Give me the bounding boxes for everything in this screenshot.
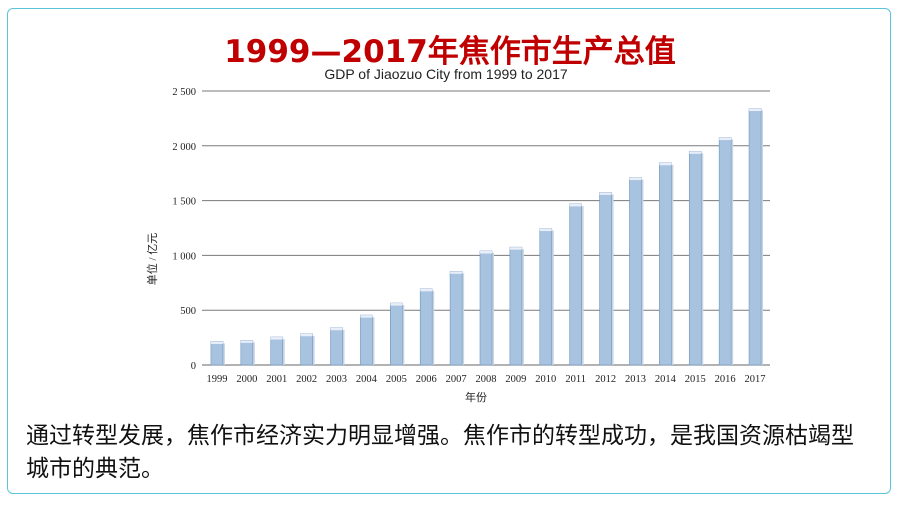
x-tick-label: 2001 bbox=[266, 374, 287, 385]
bar-2003 bbox=[330, 327, 343, 366]
chart-title: GDP of Jiaozuo City from 1999 to 2017 bbox=[324, 66, 568, 82]
y-tick-labels: 0 500 1 000 1 500 2 000 2 500 bbox=[172, 87, 196, 372]
bar-2014 bbox=[659, 162, 672, 366]
bar-top-highlight bbox=[330, 327, 343, 331]
bar-2006 bbox=[419, 288, 433, 366]
caption-text: 通过转型发展，焦作市经济实力明显增强。焦作市的转型成功，是我国资源枯竭型城市的典… bbox=[26, 423, 854, 482]
bar-2012 bbox=[599, 192, 612, 366]
y-tick-label: 2 000 bbox=[172, 142, 196, 153]
x-tick-label: 2004 bbox=[356, 374, 378, 385]
y-tick-label: 2 500 bbox=[172, 87, 196, 98]
x-tick-label: 2003 bbox=[326, 374, 347, 385]
bar-2005 bbox=[390, 302, 403, 366]
x-tick-label: 2014 bbox=[655, 374, 677, 385]
bar-1999 bbox=[210, 341, 224, 366]
bar-2017 bbox=[748, 108, 762, 366]
x-axis-label: 年份 bbox=[465, 390, 487, 404]
bar-top-highlight bbox=[599, 192, 612, 195]
x-tick-label: 2017 bbox=[745, 374, 766, 385]
bar-top-highlight bbox=[719, 137, 732, 141]
bars bbox=[210, 108, 764, 366]
bar-top-highlight bbox=[629, 177, 642, 181]
bar-top-highlight bbox=[509, 247, 522, 250]
bar-top-highlight bbox=[749, 108, 762, 112]
bar-top-highlight bbox=[360, 315, 373, 318]
bar-2011 bbox=[569, 203, 582, 366]
bar-top-highlight bbox=[240, 340, 253, 343]
x-tick-label: 2008 bbox=[476, 374, 497, 385]
x-tick-label: 2011 bbox=[565, 374, 586, 385]
bar-2010 bbox=[539, 228, 553, 366]
bar-2009 bbox=[509, 246, 523, 366]
bar-2001 bbox=[270, 336, 284, 366]
x-tick-label: 2000 bbox=[236, 374, 257, 385]
x-tick-label: 2006 bbox=[416, 374, 437, 385]
bar-2008 bbox=[479, 250, 493, 366]
x-tick-label: 2005 bbox=[386, 374, 407, 385]
slide-frame bbox=[7, 8, 891, 494]
bar-top-highlight bbox=[420, 288, 433, 292]
y-tick-label: 1 500 bbox=[172, 197, 196, 208]
bar-top-highlight bbox=[450, 271, 463, 274]
x-tick-label: 2002 bbox=[296, 374, 317, 385]
x-tick-label: 2016 bbox=[715, 374, 736, 385]
bar-top-highlight bbox=[539, 228, 552, 232]
chart-svg: GDP of Jiaozuo City from 1999 to 2017 0 5… bbox=[145, 66, 770, 404]
bar-top-highlight bbox=[569, 203, 582, 207]
gdp-chart: GDP of Jiaozuo City from 1999 to 2017 0 5… bbox=[140, 66, 780, 410]
x-tick-label: 2015 bbox=[685, 374, 706, 385]
bar-2007 bbox=[449, 270, 463, 366]
bar-2015 bbox=[688, 150, 702, 366]
x-tick-labels: 1999 2000 2001 2002 2003 2004 2005 2006 2007 2008… bbox=[206, 374, 765, 385]
bar-2016 bbox=[718, 137, 732, 366]
x-tick-label: 1999 bbox=[206, 374, 227, 385]
bar-top-highlight bbox=[659, 162, 672, 166]
y-axis-label: 单位 / 亿元 bbox=[145, 233, 159, 286]
x-tick-label: 2010 bbox=[535, 374, 556, 385]
bar-top-highlight bbox=[390, 303, 403, 306]
bar-top-highlight bbox=[270, 337, 283, 340]
y-tick-label: 0 bbox=[191, 361, 196, 372]
bar-2013 bbox=[629, 177, 642, 366]
bar-top-highlight bbox=[210, 341, 223, 344]
x-tick-label: 2012 bbox=[595, 374, 616, 385]
slide-title: 1999—2017年焦作市生产总值 bbox=[224, 34, 676, 70]
bar-2000 bbox=[240, 340, 254, 366]
bar-2004 bbox=[360, 314, 373, 366]
x-tick-label: 2009 bbox=[505, 374, 526, 385]
bar-top-highlight bbox=[300, 333, 313, 337]
x-tick-label: 2007 bbox=[446, 374, 467, 385]
x-tick-label: 2013 bbox=[625, 374, 646, 385]
bar-top-highlight bbox=[689, 151, 702, 154]
bar-top-highlight bbox=[480, 251, 492, 254]
grid-lines bbox=[202, 90, 770, 366]
y-tick-label: 500 bbox=[180, 306, 196, 317]
y-tick-label: 1 000 bbox=[172, 251, 196, 262]
bar-2002 bbox=[300, 333, 313, 366]
